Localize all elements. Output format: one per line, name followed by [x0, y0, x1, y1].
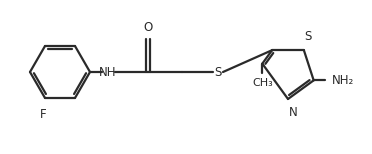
Text: S: S [304, 30, 312, 43]
Text: NH: NH [99, 65, 117, 79]
Text: CH₃: CH₃ [252, 78, 273, 88]
Text: O: O [143, 21, 153, 34]
Text: NH₂: NH₂ [332, 74, 354, 87]
Text: S: S [214, 65, 222, 79]
Text: F: F [40, 108, 46, 121]
Text: N: N [289, 106, 297, 119]
